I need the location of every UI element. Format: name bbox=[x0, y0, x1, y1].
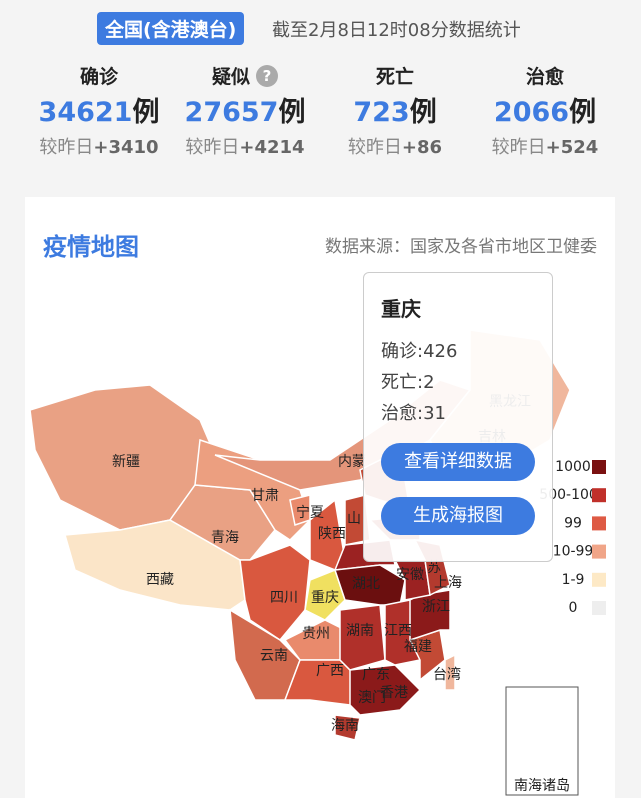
province-label: 香港 bbox=[380, 685, 408, 701]
province-label: 湖南 bbox=[346, 623, 374, 639]
province-label: 山 bbox=[347, 511, 361, 527]
province-label: 苏 bbox=[427, 560, 441, 576]
region-badge[interactable]: 全国(含港澳台) bbox=[97, 12, 245, 45]
stat: 疑似? 27657例 较昨日+4214 bbox=[170, 62, 320, 159]
help-icon[interactable]: ? bbox=[256, 65, 278, 87]
stat-value: 723例 bbox=[320, 90, 470, 129]
tooltip-line: 死亡:2 bbox=[381, 372, 435, 393]
province-label: 浙江 bbox=[422, 599, 450, 615]
stat: 治愈 2066例 较昨日+524 bbox=[470, 62, 620, 159]
province-label: 广西 bbox=[316, 663, 344, 679]
legend-label: 500-1000 bbox=[539, 487, 606, 503]
legend-swatch bbox=[592, 601, 606, 615]
stat-label: 治愈 bbox=[470, 62, 620, 90]
province-label: 重庆 bbox=[311, 590, 339, 606]
stat: 确诊 34621例 较昨日+3410 bbox=[24, 62, 174, 159]
legend-swatch bbox=[592, 516, 606, 531]
province-label: 湖北 bbox=[352, 576, 380, 592]
stat-unit: 例 bbox=[132, 97, 160, 128]
province-label: 澳门 bbox=[358, 690, 386, 706]
province-label: 青海 bbox=[211, 530, 239, 546]
change-label: 较昨日 bbox=[39, 137, 94, 158]
tooltip: 重庆 确诊:426 死亡:2 治愈:31 查看详细数据 生成海报图 bbox=[363, 272, 553, 562]
tooltip-title: 重庆 bbox=[381, 297, 421, 321]
province-label: 海南 bbox=[331, 718, 359, 734]
province-label: 新疆 bbox=[112, 454, 140, 470]
map-title: 疫情地图 bbox=[43, 233, 139, 261]
province-label: 西藏 bbox=[146, 572, 174, 588]
stat-change: 较昨日+524 bbox=[470, 133, 620, 159]
change-value: +3410 bbox=[93, 137, 159, 158]
stat: 死亡 723例 较昨日+86 bbox=[320, 62, 470, 159]
region[interactable] bbox=[304, 569, 346, 621]
legend-label: 0 bbox=[569, 600, 578, 616]
change-value: +524 bbox=[545, 137, 599, 158]
change-label: 较昨日 bbox=[185, 137, 240, 158]
stat-label-text: 治愈 bbox=[525, 66, 564, 88]
region[interactable] bbox=[444, 653, 456, 691]
tooltip-line: 确诊:426 bbox=[381, 341, 458, 362]
region[interactable] bbox=[334, 714, 361, 741]
province-label: 台湾 bbox=[433, 666, 461, 683]
province-label: 安徽 bbox=[396, 567, 424, 583]
province-label: 福建 bbox=[404, 639, 432, 655]
change-value: +86 bbox=[401, 137, 443, 158]
change-label: 较昨日 bbox=[347, 137, 402, 158]
change-label: 较昨日 bbox=[491, 137, 546, 158]
stat-label: 疑似? bbox=[170, 62, 320, 90]
region[interactable] bbox=[64, 519, 246, 611]
province-label: 宁夏 bbox=[296, 504, 324, 521]
province-label: 云南 bbox=[260, 648, 288, 664]
stat-unit: 例 bbox=[409, 97, 437, 128]
province-label: 甘肃 bbox=[251, 488, 279, 504]
stat-value: 27657例 bbox=[170, 90, 320, 129]
stat-label-text: 死亡 bbox=[375, 66, 414, 88]
stat-label-text: 确诊 bbox=[79, 66, 118, 88]
stat-value: 34621例 bbox=[24, 90, 174, 129]
legend-label: 1000 bbox=[555, 459, 591, 475]
legend-label: 1-9 bbox=[562, 572, 585, 588]
stat-number: 34621 bbox=[38, 97, 133, 128]
tooltip-button[interactable]: 生成海报图 bbox=[381, 497, 535, 535]
summary: 全国(含港澳台) 截至2月8日12时08分数据统计 确诊 34621例 较昨日+34… bbox=[0, 0, 641, 192]
legend-label: 10-99 bbox=[553, 544, 594, 560]
province-label: 内蒙 bbox=[338, 454, 366, 470]
legend-swatch bbox=[592, 488, 606, 503]
update-note: 截至2月8日12时08分数据统计 bbox=[272, 20, 521, 41]
stat-value: 2066例 bbox=[470, 90, 620, 129]
stat-unit: 例 bbox=[569, 97, 597, 128]
stat-change: 较昨日+86 bbox=[320, 133, 470, 159]
stat-change: 较昨日+3410 bbox=[24, 133, 174, 159]
legend-label: 99 bbox=[564, 515, 582, 531]
province-label: 上海 bbox=[434, 575, 462, 591]
province-label: 江西 bbox=[384, 623, 412, 639]
stat-unit: 例 bbox=[278, 97, 306, 128]
change-value: +4214 bbox=[239, 137, 305, 158]
stat-number: 27657 bbox=[184, 97, 279, 128]
legend-swatch bbox=[592, 460, 606, 474]
province-label: 广东 bbox=[362, 667, 390, 683]
stat-label: 确诊 bbox=[24, 62, 174, 90]
stat-label: 死亡 bbox=[320, 62, 470, 90]
stat-number: 723 bbox=[353, 97, 410, 128]
stat-label-text: 疑似 bbox=[211, 66, 250, 88]
inset-label: 南海诸岛 bbox=[514, 778, 570, 794]
province-label: 陕西 bbox=[318, 526, 346, 542]
province-label: 贵州 bbox=[302, 626, 330, 642]
stat-change: 较昨日+4214 bbox=[170, 133, 320, 159]
tooltip-line: 治愈:31 bbox=[381, 403, 446, 424]
stat-number: 2066 bbox=[493, 97, 570, 128]
tooltip-button[interactable]: 查看详细数据 bbox=[381, 443, 535, 481]
map-source: 数据来源：国家及各省市地区卫健委 bbox=[325, 237, 597, 257]
region[interactable] bbox=[409, 589, 451, 642]
legend-swatch bbox=[592, 572, 606, 587]
inset-box bbox=[505, 686, 579, 796]
legend-swatch bbox=[592, 544, 606, 559]
region[interactable] bbox=[339, 604, 386, 671]
province-label: 四川 bbox=[270, 590, 298, 606]
